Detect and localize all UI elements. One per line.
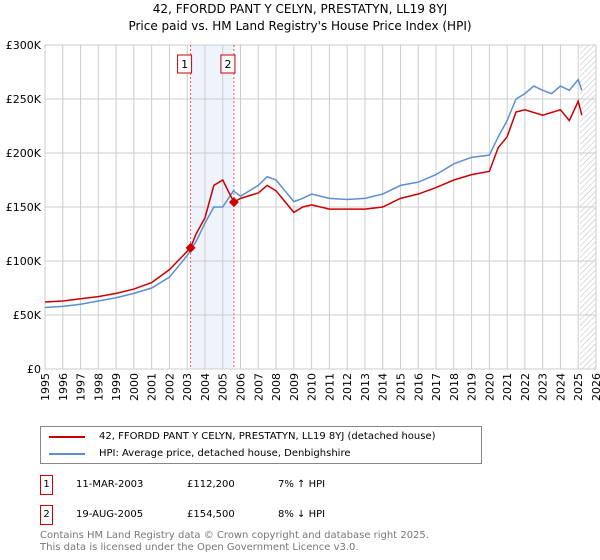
x-tick-label: 2004 [199, 373, 212, 401]
x-tick-label: 2003 [181, 373, 194, 401]
x-tick-label: 2016 [412, 373, 425, 401]
x-tick-label: 2015 [394, 373, 407, 401]
price-chart: 42, FFORDD PANT Y CELYN, PRESTATYN, LL19… [6, 2, 600, 401]
x-tick-label: 2020 [483, 373, 496, 401]
x-tick-label: 2021 [501, 373, 514, 401]
x-tick-label: 2017 [430, 373, 443, 401]
chart-subtitle: Price paid vs. HM Land Registry's House … [128, 19, 471, 33]
x-tick-label: 2013 [359, 373, 372, 401]
transaction-badge: 1 [40, 475, 53, 495]
legend-item-property: 42, FFORDD PANT Y CELYN, PRESTATYN, LL19… [49, 431, 436, 442]
sale-badge-label: 2 [224, 58, 231, 71]
y-tick-label: £0 [27, 363, 41, 376]
transaction-badge: 2 [40, 505, 53, 525]
transaction-hpi: 7% ↑ HPI [278, 479, 326, 490]
x-tick-label: 2009 [288, 373, 301, 401]
transaction-row: 2 19-AUG-2005 £154,500 8% ↓ HPI [40, 505, 440, 525]
x-tick-label: 2008 [270, 373, 283, 401]
x-tick-label: 1999 [110, 373, 123, 401]
transaction-row: 1 11-MAR-2003 £112,200 7% ↑ HPI [40, 475, 440, 495]
x-tick-label: 2007 [252, 373, 265, 401]
transaction-date: 19-AUG-2005 [76, 509, 144, 520]
sale-badge [177, 54, 193, 74]
footer: Contains HM Land Registry data © Crown c… [40, 530, 429, 554]
chart-title: 42, FFORDD PANT Y CELYN, PRESTATYN, LL19… [153, 2, 447, 16]
y-tick-label: £50K [13, 309, 42, 322]
sale-point [228, 197, 239, 208]
legend-item-hpi: HPI: Average price, detached house, Denb… [49, 448, 350, 459]
footer-line: This data is licensed under the Open Gov… [40, 542, 359, 553]
x-tick-label: 2005 [217, 373, 230, 401]
legend-label: 42, FFORDD PANT Y CELYN, PRESTATYN, LL19… [99, 431, 436, 442]
transaction-hpi: 8% ↓ HPI [278, 509, 326, 520]
legend: 42, FFORDD PANT Y CELYN, PRESTATYN, LL19… [40, 426, 482, 464]
x-tick-label: 2019 [466, 373, 479, 401]
x-tick-label: 2012 [341, 373, 354, 401]
transaction-date: 11-MAR-2003 [76, 479, 144, 490]
x-tick-label: 2018 [448, 373, 461, 401]
x-tick-label: 2002 [163, 373, 176, 401]
y-tick-label: £250K [6, 93, 42, 106]
footer-line: Contains HM Land Registry data © Crown c… [40, 530, 429, 541]
y-tick-label: £100K [6, 255, 42, 268]
legend-swatch [49, 435, 85, 438]
y-tick-label: £150K [6, 201, 42, 214]
transaction-price: £154,500 [187, 509, 235, 520]
series-line [44, 78, 583, 309]
x-tick-label: 2000 [128, 373, 141, 401]
sale-point [185, 242, 196, 253]
legend-swatch [49, 452, 85, 455]
x-tick-label: 1997 [75, 373, 88, 401]
x-tick-label: 1995 [39, 373, 52, 401]
transaction-price: £112,200 [187, 479, 235, 490]
sale-badge-label: 1 [181, 58, 188, 71]
sale-badge [220, 54, 236, 74]
y-tick-label: £200K [6, 147, 42, 160]
y-tick-label: £300K [6, 39, 42, 52]
x-tick-label: 2026 [590, 373, 600, 401]
x-tick-label: 2001 [146, 373, 159, 401]
x-tick-label: 1998 [92, 373, 105, 401]
x-tick-label: 2025 [572, 373, 585, 401]
x-tick-label: 2023 [537, 373, 550, 401]
x-tick-label: 2010 [306, 373, 319, 401]
x-tick-label: 2022 [519, 373, 532, 401]
x-tick-label: 2006 [235, 373, 248, 401]
legend-label: HPI: Average price, detached house, Denb… [99, 448, 351, 459]
x-tick-label: 1996 [57, 373, 70, 401]
x-tick-label: 2014 [377, 373, 390, 401]
x-tick-label: 2011 [323, 373, 336, 401]
series-line [44, 98, 583, 303]
x-tick-label: 2024 [554, 373, 567, 401]
